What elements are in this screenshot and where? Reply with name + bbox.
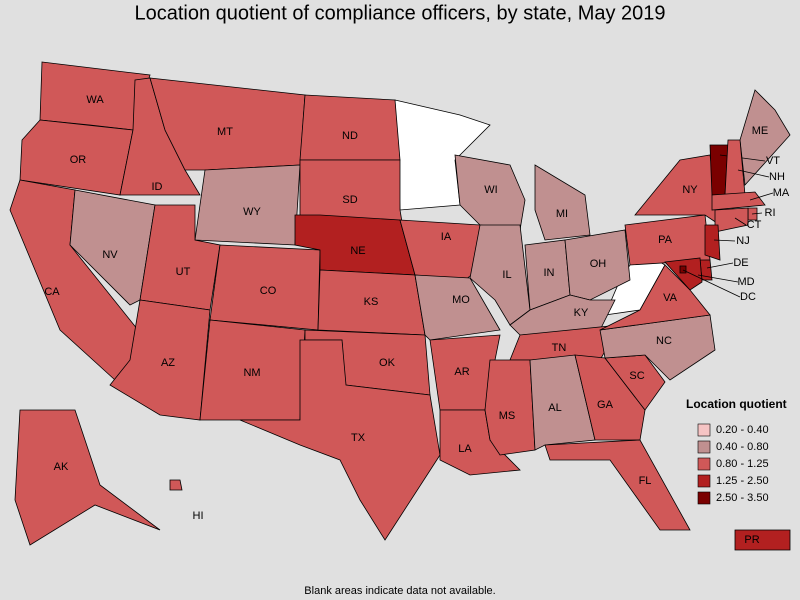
state-label: NY: [682, 184, 698, 196]
state-label: WI: [484, 184, 497, 196]
state: [704, 224, 721, 261]
state-label: WA: [86, 94, 104, 106]
legend-label: 1.25 - 2.50: [716, 475, 769, 487]
state: [529, 354, 596, 451]
state-label: KY: [574, 307, 589, 319]
state-label: OH: [590, 258, 607, 270]
state-label: NC: [656, 335, 672, 347]
state-label: AL: [548, 402, 561, 414]
state: [69, 189, 156, 306]
legend-swatch: [697, 474, 711, 488]
state-label: CA: [44, 286, 60, 298]
state-label: NH: [769, 171, 785, 183]
state-label: VA: [663, 292, 678, 304]
state-label: DC: [740, 291, 756, 303]
state-label: CO: [260, 285, 277, 297]
leader-line: [713, 239, 736, 242]
state-label: MT: [217, 126, 233, 138]
state: [534, 164, 591, 241]
legend-title: Location quotient: [686, 397, 787, 411]
state-label: AR: [454, 366, 469, 378]
legend-label: 2.50 - 3.50: [716, 492, 769, 504]
state: [734, 529, 791, 551]
state: [544, 439, 691, 531]
state-label: NE: [350, 245, 365, 257]
state: [679, 265, 687, 274]
state-label: IA: [441, 231, 452, 243]
state-label: TX: [351, 432, 366, 444]
state: [599, 264, 711, 331]
leader-line: [682, 269, 741, 298]
state: [484, 359, 536, 456]
state-label: SD: [342, 194, 357, 206]
legend-swatch: [697, 423, 711, 437]
state: [739, 89, 791, 186]
state-label: TN: [552, 342, 567, 354]
state-label: HI: [193, 510, 204, 522]
state-label: IL: [502, 269, 511, 281]
state-label: MS: [499, 410, 516, 422]
state: [169, 479, 183, 491]
state-label: AZ: [161, 357, 175, 369]
state-label: PA: [658, 234, 673, 246]
leader-line: [737, 169, 770, 178]
state: [19, 119, 134, 196]
leader-line: [706, 262, 734, 269]
state-label: OK: [379, 357, 396, 369]
legend-label: 0.20 - 0.40: [716, 424, 769, 436]
leader-line: [749, 192, 774, 201]
state-label: PR: [744, 534, 759, 546]
state: [664, 257, 703, 291]
state-label: VT: [766, 155, 780, 167]
state-label: KS: [364, 296, 379, 308]
state: [634, 154, 721, 226]
state: [109, 299, 211, 421]
state-label: NJ: [736, 235, 749, 247]
state: [414, 274, 501, 341]
legend-swatch: [697, 440, 711, 454]
state-label: MI: [556, 208, 568, 220]
state-label: ND: [342, 130, 358, 142]
legend-label: 0.80 - 1.25: [716, 458, 769, 470]
state: [239, 339, 441, 541]
state-label: WY: [243, 206, 261, 218]
state: [574, 354, 646, 441]
state-label: SC: [629, 370, 644, 382]
state-label: UT: [176, 266, 191, 278]
state-label: IN: [544, 267, 555, 279]
legend-label: 0.40 - 0.80: [716, 441, 769, 453]
state-label: FL: [639, 475, 652, 487]
leader-line: [697, 274, 739, 283]
state-label: GA: [597, 399, 614, 411]
legend-swatch: [697, 491, 711, 505]
state-label: CT: [747, 219, 762, 231]
state-label: MA: [773, 187, 790, 199]
state: [299, 94, 401, 161]
state-label: AK: [54, 461, 69, 473]
state-label: MD: [737, 276, 754, 288]
note: Blank areas indicate data not available.: [304, 585, 495, 597]
legend-swatch: [697, 457, 711, 471]
state-label: ME: [752, 125, 769, 137]
state: [14, 409, 161, 546]
state: [564, 229, 631, 301]
state-label: LA: [458, 443, 472, 455]
state-label: MO: [452, 294, 470, 306]
state-label: OR: [70, 154, 87, 166]
state-label: NV: [102, 249, 118, 261]
state-label: DE: [733, 257, 748, 269]
state-label: RI: [765, 207, 776, 219]
state-label: NM: [243, 367, 260, 379]
leader-line: [734, 217, 747, 226]
state-label: ID: [152, 181, 163, 193]
state: [711, 191, 766, 211]
state: [714, 207, 749, 233]
map-title: Location quotient of compliance officers…: [134, 2, 665, 24]
leader-line: [751, 212, 763, 215]
